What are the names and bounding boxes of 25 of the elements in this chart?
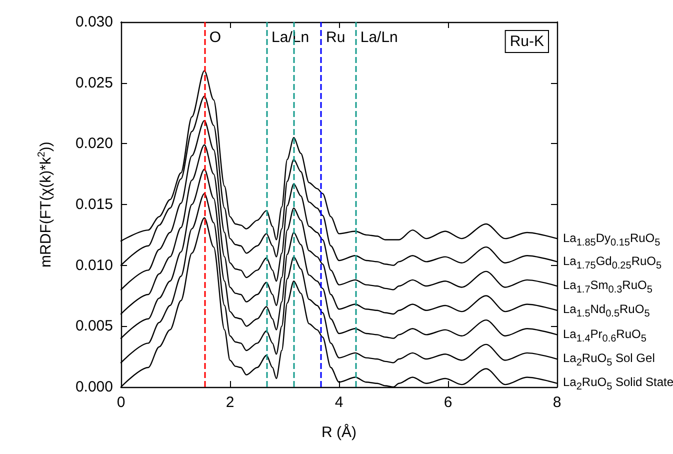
x-tick-label: 8 (552, 394, 562, 411)
y-axis-title: mRDF(FT(χ(k)*k2)) (36, 142, 54, 268)
y-tick-label: 0.000 (75, 378, 113, 396)
series-label: La$_{1.75}$Gd$_{0.25}$RuO$_{5}$ (563, 254, 663, 274)
legend-label: La$_{1.4}$Pr$_{0.6}$RuO$_{5}$ (563, 326, 648, 346)
y-tick-label: 0.025 (75, 74, 113, 92)
y-tick-label: 0.030 (75, 14, 113, 30)
series-label: La$_{1.85}$Dy$_{0.15}$RuO$_{5}$ (563, 230, 662, 250)
series-label: La$_{1.5}$Nd$_{0.5}$RuO$_{5}$ (563, 302, 651, 322)
legend-label: La$_{1.7}$Sm$_{0.3}$RuO$_{5}$ (563, 278, 654, 298)
y-tick-label: 0.020 (75, 135, 113, 152)
series-label: La$_{2}$RuO$_{5}$ Sol Gel (563, 351, 656, 370)
ref-line-label: Ru (326, 29, 346, 46)
x-axis-title: R (Å) (322, 423, 356, 441)
y-tick-label: 0.005 (75, 318, 113, 335)
annotation: Ru-K (510, 33, 544, 50)
x-tick-label: 4 (334, 394, 344, 411)
ref-line-label: La/Ln (360, 29, 398, 46)
x-tick-label: 6 (444, 394, 452, 411)
ref-line-label: O (209, 29, 222, 46)
x-tick-label: 2 (226, 394, 234, 411)
x-tick-label: 0 (116, 394, 126, 411)
y-tick-label: 0.010 (75, 256, 113, 274)
series-label: La$_{2}$RuO$_{5}$ Solid State (563, 375, 673, 395)
y-tick-label: 0.015 (75, 196, 113, 213)
